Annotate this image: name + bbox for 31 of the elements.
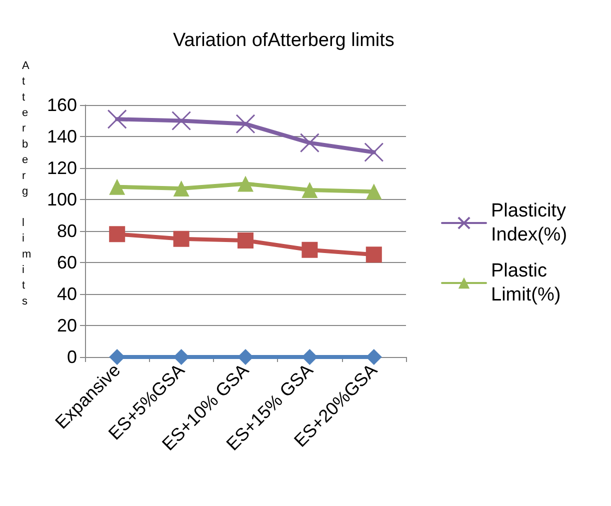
- chart-title: Variation ofAtterberg limits: [173, 30, 394, 51]
- y-tick-label: 80: [56, 221, 77, 241]
- point: [173, 349, 190, 365]
- point: [236, 114, 256, 134]
- legend-label: Plasticity Index(%): [491, 200, 572, 246]
- point: [172, 111, 192, 130]
- point: [173, 230, 190, 247]
- point: [302, 349, 318, 365]
- legend-label: Plastic Limit(%): [491, 260, 561, 306]
- point: [107, 109, 127, 129]
- y-tick-label: 20: [56, 316, 77, 336]
- point: [173, 180, 190, 196]
- text: Atterberg limits: [22, 60, 32, 308]
- point: [109, 178, 126, 195]
- point: [238, 176, 254, 192]
- point: [109, 226, 126, 242]
- y-tick-label: 40: [56, 284, 77, 304]
- y-tick-label: 120: [46, 158, 77, 178]
- y-tick-label: 60: [56, 252, 77, 272]
- point: [366, 184, 382, 200]
- point: [238, 349, 254, 365]
- y-tick-label: 100: [46, 190, 77, 210]
- point: [364, 142, 384, 162]
- y-tick-label: 140: [46, 126, 77, 146]
- point: [302, 182, 318, 198]
- point: [238, 232, 254, 248]
- point: [366, 246, 382, 263]
- y-tick-label: 0: [66, 347, 77, 367]
- y-tick-label: 160: [46, 95, 77, 115]
- point: [300, 133, 320, 153]
- point: [302, 242, 318, 258]
